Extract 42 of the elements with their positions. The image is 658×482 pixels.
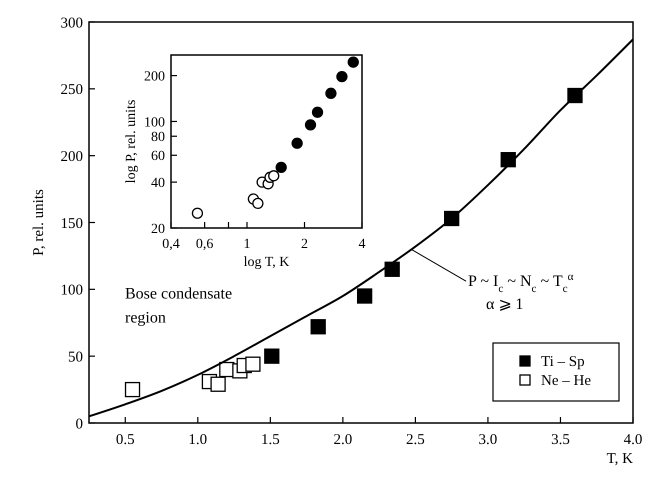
x-tick-label: 4 [358, 237, 366, 252]
x-axis-title: log T, K [244, 255, 290, 270]
y-tick-label: 200 [60, 148, 83, 165]
annotation: α ⩾ 1 [486, 296, 524, 314]
y-tick-label: 200 [144, 69, 165, 84]
x-tick-label: 2.5 [406, 432, 425, 448]
point [310, 319, 326, 334]
y-tick-label: 20 [151, 222, 165, 237]
y-tick-label: 50 [68, 349, 83, 366]
y-tick-label: 150 [60, 216, 83, 232]
point [356, 288, 372, 304]
x-tick-label: 3.5 [551, 432, 570, 448]
x-tick-label: 4.0 [624, 432, 642, 448]
y-tick-label: 300 [60, 15, 83, 32]
x-tick-label: 3.0 [478, 432, 498, 448]
point [500, 152, 516, 168]
x-tick-label: 0.5 [116, 432, 135, 448]
x-tick-label: 2 [301, 237, 308, 252]
y-axis-title: P, rel. units [31, 189, 47, 256]
y-tick-label: 250 [60, 82, 83, 98]
x-axis-title: T, K [606, 451, 634, 467]
x-tick-label: 2.0 [333, 432, 352, 448]
y-tick-label: 100 [144, 115, 165, 130]
x-tick-label: 1 [244, 237, 251, 252]
point [210, 376, 226, 392]
point [124, 382, 140, 398]
x-tick-label: 1.5 [260, 432, 280, 448]
y-axis-title: log P, rel. units [124, 100, 139, 184]
y-tick-label: 40 [151, 176, 165, 192]
y-tick-label: 60 [151, 149, 165, 164]
x-tick-label: 0,4 [162, 237, 180, 252]
point [264, 348, 280, 364]
x-tick-label: 0,6 [196, 237, 214, 252]
legend-label: Ti – Sp [541, 354, 585, 370]
legend-label: Ne – He [541, 373, 592, 389]
annotation: Bose condensate region [125, 286, 232, 327]
point [245, 356, 261, 372]
x-tick-label: 1.0 [188, 432, 208, 448]
point [384, 262, 400, 277]
y-tick-label: 80 [151, 130, 165, 146]
y-tick-label: 0 [76, 416, 83, 432]
y-tick-label: 100 [60, 282, 83, 299]
